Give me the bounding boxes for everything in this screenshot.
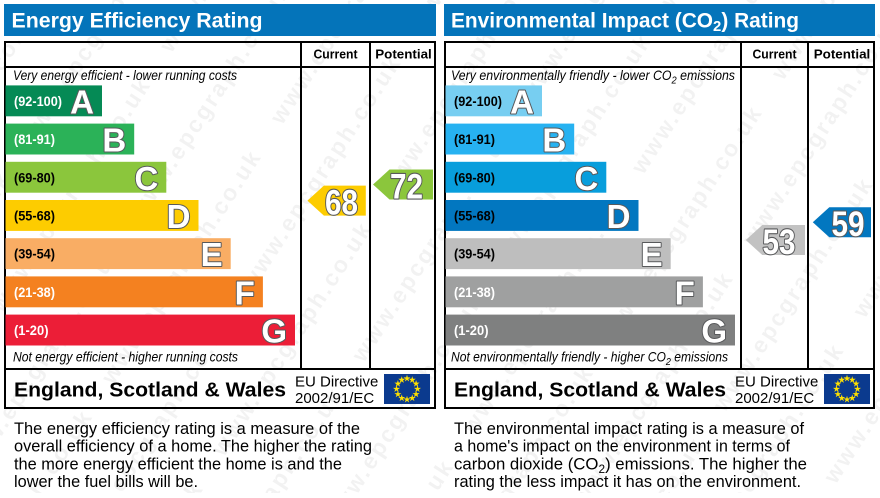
svg-text:59: 59 bbox=[832, 205, 865, 244]
svg-text:E: E bbox=[201, 236, 223, 273]
svg-text:Potential: Potential bbox=[375, 47, 432, 62]
svg-text:G: G bbox=[701, 313, 727, 350]
svg-text:D: D bbox=[607, 198, 631, 235]
svg-text:(39-54): (39-54) bbox=[454, 247, 495, 262]
svg-text:E: E bbox=[641, 236, 663, 273]
svg-text:A: A bbox=[70, 83, 94, 120]
svg-text:rating the less impact it has: rating the less impact it has on the env… bbox=[454, 472, 801, 491]
svg-text:Current: Current bbox=[753, 47, 798, 62]
svg-text:72: 72 bbox=[390, 167, 423, 206]
svg-text:Very environmentally friendly: Very environmentally friendly - lower CO… bbox=[451, 67, 735, 87]
svg-text:overall efficiency of a home.: overall efficiency of a home. The higher… bbox=[14, 437, 372, 456]
svg-text:68: 68 bbox=[325, 183, 358, 222]
svg-text:(21-38): (21-38) bbox=[454, 285, 495, 300]
svg-text:B: B bbox=[542, 122, 566, 159]
svg-text:Not environmentally friendly -: Not environmentally friendly - higher CO… bbox=[451, 349, 728, 369]
svg-text:B: B bbox=[102, 122, 126, 159]
svg-text:carbon dioxide (CO2​) emission: carbon dioxide (CO2​) emissions. The hig… bbox=[454, 454, 807, 476]
svg-text:D: D bbox=[167, 198, 191, 235]
svg-text:Current: Current bbox=[314, 47, 359, 62]
svg-text:(39-54): (39-54) bbox=[14, 247, 55, 262]
svg-text:the more energy efficient the: the more energy efficient the home is an… bbox=[14, 454, 342, 473]
svg-text:(81-91): (81-91) bbox=[454, 132, 495, 147]
svg-text:England, Scotland & Wales: England, Scotland & Wales bbox=[14, 379, 286, 402]
svg-text:C: C bbox=[134, 160, 158, 197]
svg-text:(21-38): (21-38) bbox=[14, 285, 55, 300]
svg-text:(92-100): (92-100) bbox=[454, 94, 502, 109]
svg-text:The environmental impact ratin: The environmental impact rating is a mea… bbox=[454, 419, 804, 438]
svg-text:The energy efficiency rating i: The energy efficiency rating is a measur… bbox=[14, 419, 360, 438]
svg-text:(92-100): (92-100) bbox=[14, 94, 62, 109]
svg-text:Potential: Potential bbox=[814, 47, 871, 62]
svg-text:F: F bbox=[675, 274, 695, 311]
svg-text:(55-68): (55-68) bbox=[454, 209, 495, 224]
svg-text:EU Directive: EU Directive bbox=[295, 374, 378, 391]
svg-text:(69-80): (69-80) bbox=[14, 170, 55, 185]
svg-text:G: G bbox=[261, 313, 287, 350]
svg-text:Environmental Impact (CO2​) Ra: Environmental Impact (CO2​) Rating bbox=[451, 10, 799, 36]
svg-text:(55-68): (55-68) bbox=[14, 209, 55, 224]
svg-text:53: 53 bbox=[763, 223, 796, 262]
svg-text:a home's impact on the environ: a home's impact on the environment in te… bbox=[454, 437, 790, 456]
svg-text:(81-91): (81-91) bbox=[14, 132, 55, 147]
svg-text:(1-20): (1-20) bbox=[454, 323, 489, 338]
svg-text:England, Scotland & Wales: England, Scotland & Wales bbox=[454, 379, 726, 402]
svg-text:C: C bbox=[574, 160, 598, 197]
svg-text:(1-20): (1-20) bbox=[14, 323, 49, 338]
svg-text:2002/91/EC: 2002/91/EC bbox=[735, 390, 814, 407]
svg-text:Not energy efficient - higher: Not energy efficient - higher running co… bbox=[13, 349, 238, 365]
svg-text:F: F bbox=[235, 274, 255, 311]
svg-text:EU Directive: EU Directive bbox=[735, 374, 818, 391]
svg-text:Energy Efficiency Rating: Energy Efficiency Rating bbox=[12, 10, 263, 33]
svg-text:(69-80): (69-80) bbox=[454, 170, 495, 185]
svg-text:A: A bbox=[510, 83, 534, 120]
svg-text:Very energy efficient - lower: Very energy efficient - lower running co… bbox=[13, 67, 237, 83]
svg-text:lower the fuel bills will be.: lower the fuel bills will be. bbox=[14, 472, 198, 491]
svg-text:2002/91/EC: 2002/91/EC bbox=[295, 390, 374, 407]
